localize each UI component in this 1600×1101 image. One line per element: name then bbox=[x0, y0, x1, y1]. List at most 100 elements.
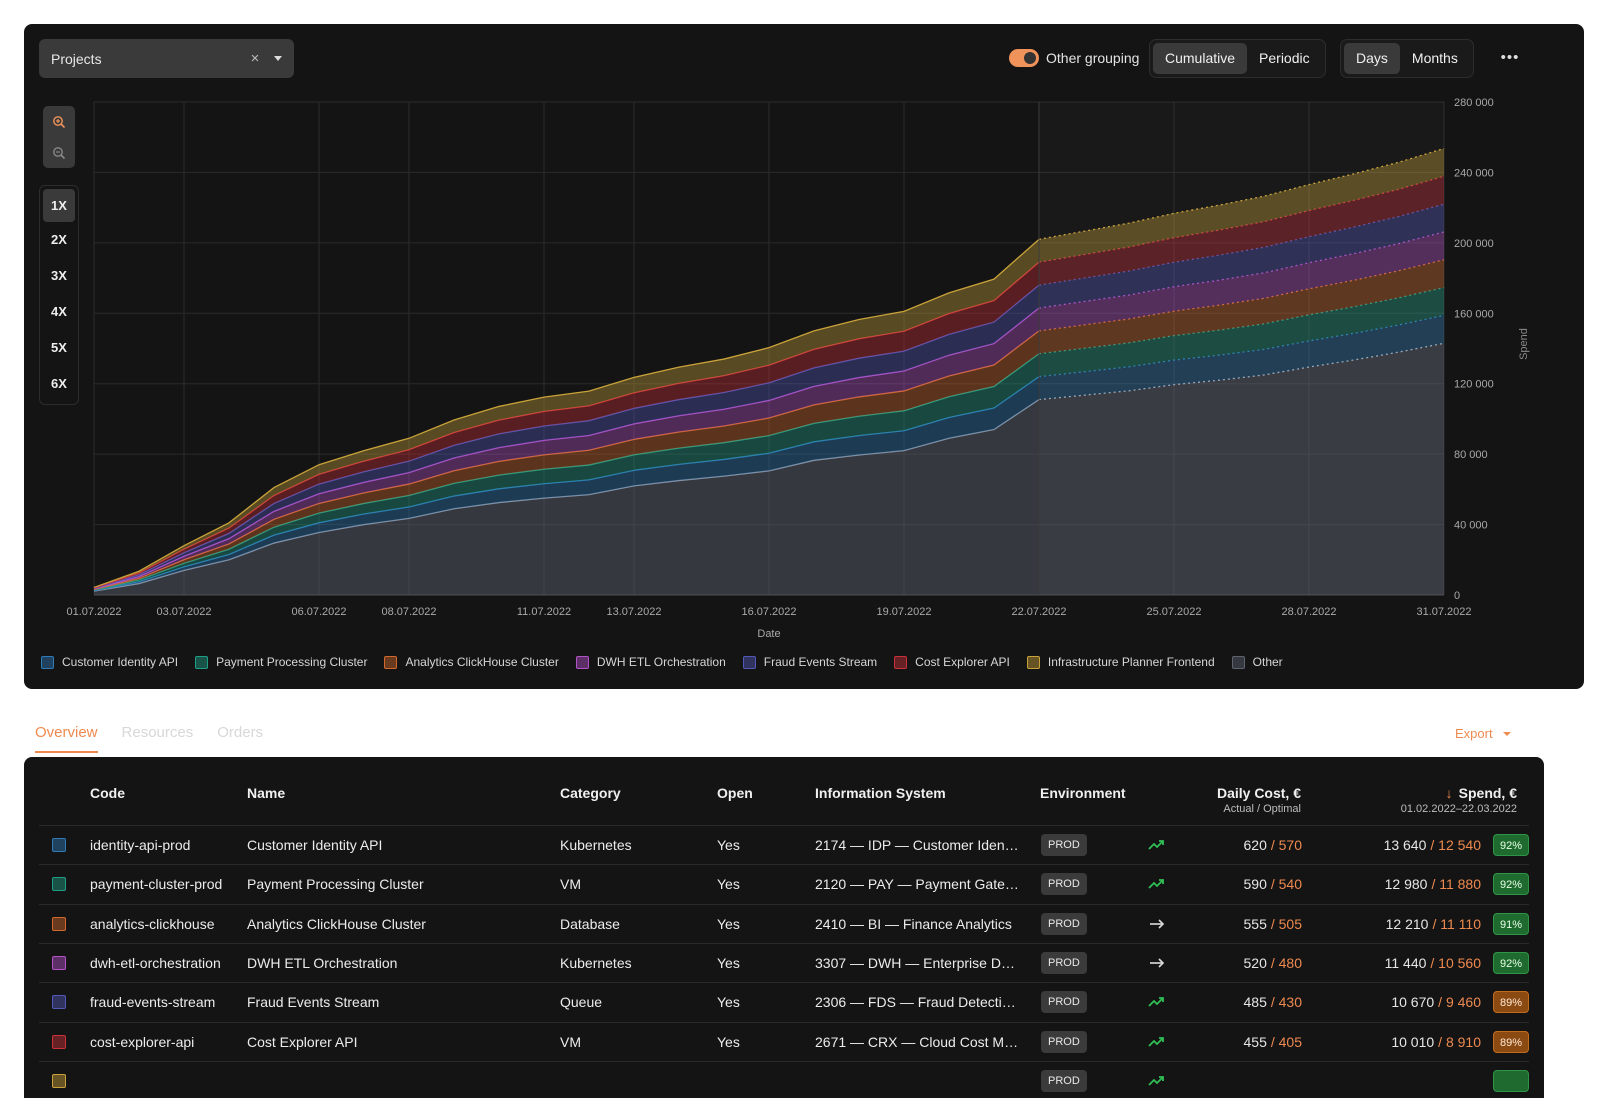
resources-table: Code Name Category Open Information Syst… bbox=[24, 757, 1544, 1098]
legend-label: Payment Processing Cluster bbox=[216, 655, 368, 669]
legend-item[interactable]: Cost Explorer API bbox=[894, 655, 1010, 669]
header-spend-period: 01.02.2022–22.03.2022 bbox=[1400, 803, 1517, 815]
spend-area-chart[interactable]: 01.07.2022 03.07.2022 06.07.2022 08.07.2022… bbox=[24, 24, 1584, 649]
area-other[interactable] bbox=[94, 343, 1444, 595]
daily-cost-actual: 455 bbox=[1243, 1033, 1267, 1050]
header-daily-cost[interactable]: Daily Cost, € bbox=[1216, 785, 1301, 801]
scale-2x-button[interactable]: 2X bbox=[51, 232, 67, 247]
zoom-out-button[interactable] bbox=[43, 137, 75, 168]
toggle-switch[interactable] bbox=[1009, 49, 1039, 67]
clear-icon[interactable]: × bbox=[250, 50, 260, 67]
header-information-system[interactable]: Information System bbox=[815, 785, 946, 801]
resource-name: Fraud Events Stream bbox=[247, 994, 380, 1011]
periodic-button[interactable]: Periodic bbox=[1259, 50, 1310, 66]
resource-code: payment-cluster-prod bbox=[90, 876, 223, 893]
other-grouping-toggle[interactable]: Other grouping bbox=[1009, 49, 1139, 67]
table-row[interactable]: payment-cluster-prod Payment Processing C… bbox=[39, 864, 1529, 904]
scale-1x-button[interactable]: 1X bbox=[43, 189, 75, 222]
resource-code: fraud-events-stream bbox=[90, 994, 216, 1011]
table-row[interactable]: identity-api-prod Customer Identity API Ku… bbox=[39, 825, 1529, 865]
daily-cost: 590/ 540 bbox=[1244, 865, 1303, 904]
legend-item[interactable]: DWH ETL Orchestration bbox=[575, 655, 726, 669]
chevron-down-icon[interactable] bbox=[274, 56, 282, 61]
table-row[interactable]: analytics-clickhouse Analytics ClickHouse… bbox=[39, 903, 1529, 944]
table-row[interactable]: fraud-events-stream Fraud Events Stream Qu… bbox=[39, 982, 1529, 1022]
resource-name: Customer Identity API bbox=[247, 837, 383, 853]
chevron-down-icon bbox=[1502, 731, 1511, 736]
table-row[interactable]: dwh-etl-orchestration DWH ETL Orchestrati… bbox=[39, 942, 1529, 983]
days-button[interactable]: Days bbox=[1344, 43, 1400, 74]
legend-item[interactable]: Infrastructure Planner Frontend bbox=[1026, 655, 1215, 669]
line-infrastructure-planner-frontend bbox=[93, 238, 1040, 589]
resource-open: Yes bbox=[717, 994, 740, 1011]
cumulative-button[interactable]: Cumulative bbox=[1153, 43, 1248, 74]
area-dwh-etl-orchestration[interactable] bbox=[94, 231, 1444, 590]
daily-cost: 620/ 570 bbox=[1244, 826, 1303, 865]
header-open[interactable]: Open bbox=[717, 785, 753, 801]
header-environment[interactable]: Environment bbox=[1040, 785, 1126, 801]
information-system: 2671 — CRX — Cloud Cost Management bbox=[815, 1033, 1020, 1050]
legend-item[interactable]: Analytics ClickHouse Cluster bbox=[384, 655, 559, 669]
forecast-region bbox=[1039, 102, 1444, 595]
daily-cost-optimal: / 480 bbox=[1270, 954, 1302, 971]
resource-category bbox=[560, 1062, 700, 1101]
months-button[interactable]: Months bbox=[1411, 50, 1458, 66]
daily-cost-actual: 590 bbox=[1243, 876, 1267, 893]
y-tick-label: 280 000 bbox=[1454, 97, 1494, 109]
resource-category: Queue bbox=[560, 994, 603, 1011]
daily-cost-optimal: / 405 bbox=[1270, 1033, 1302, 1050]
tab-overview[interactable]: Overview bbox=[35, 724, 98, 753]
header-spend[interactable]: ↓ Spend, € bbox=[1446, 785, 1517, 801]
x-tick-label: 22.07.2022 bbox=[1011, 606, 1066, 618]
line-fraud-events-stream bbox=[93, 284, 1040, 590]
area-customer-identity-api[interactable] bbox=[94, 315, 1444, 592]
legend-item[interactable]: Customer Identity API bbox=[41, 655, 178, 669]
more-options-icon[interactable]: ••• bbox=[1500, 49, 1520, 66]
spend-actual: 10 010 bbox=[1391, 1033, 1435, 1050]
export-button[interactable]: Export bbox=[1455, 726, 1511, 741]
area-analytics-clickhouse-cluster[interactable] bbox=[94, 259, 1444, 591]
information-system: 3307 — DWH — Enterprise Data Warehouse bbox=[815, 954, 1020, 971]
chart-panel: Projects × Other grouping Cumulative Per… bbox=[24, 24, 1584, 689]
zoom-in-button[interactable] bbox=[43, 106, 75, 137]
other-grouping-label: Other grouping bbox=[1046, 50, 1140, 66]
tab-resources[interactable]: Resources bbox=[121, 724, 194, 741]
spend: 10 010/ 8 910 bbox=[1391, 1023, 1481, 1062]
legend-item[interactable]: Other bbox=[1231, 655, 1283, 669]
line-payment-processing-cluster bbox=[93, 353, 1040, 591]
resource-name: Cost Explorer API bbox=[247, 1033, 358, 1050]
spend bbox=[1477, 1062, 1481, 1101]
x-tick-label: 31.07.2022 bbox=[1416, 606, 1471, 618]
header-category[interactable]: Category bbox=[560, 785, 621, 801]
scale-5x-button[interactable]: 5X bbox=[51, 340, 67, 355]
resource-open bbox=[717, 1062, 797, 1101]
daily-cost-actual: 520 bbox=[1243, 954, 1267, 971]
scale-6x-button[interactable]: 6X bbox=[51, 376, 67, 391]
trend-up-icon bbox=[1148, 1036, 1164, 1047]
x-tick-label: 08.07.2022 bbox=[381, 606, 436, 618]
scale-4x-button[interactable]: 4X bbox=[51, 304, 67, 319]
legend-item[interactable]: Fraud Events Stream bbox=[742, 655, 877, 669]
legend-item[interactable]: Payment Processing Cluster bbox=[195, 655, 367, 669]
area-cost-explorer-api[interactable] bbox=[94, 176, 1444, 589]
resource-open: Yes bbox=[717, 1033, 740, 1050]
legend-label: Customer Identity API bbox=[62, 655, 179, 669]
header-name[interactable]: Name bbox=[247, 785, 286, 801]
information-system: 2174 — IDP — Customer Identity Platform bbox=[815, 837, 1020, 853]
x-tick-label: 28.07.2022 bbox=[1281, 606, 1336, 618]
resource-open: Yes bbox=[717, 876, 740, 893]
area-infrastructure-planner-frontend[interactable] bbox=[94, 148, 1444, 588]
table-row[interactable]: cost-explorer-api Cost Explorer API VM Yes 2… bbox=[39, 1021, 1529, 1062]
environment-badge: PROD bbox=[1041, 991, 1087, 1014]
header-code[interactable]: Code bbox=[90, 785, 125, 801]
daily-cost-optimal: / 430 bbox=[1270, 994, 1302, 1011]
tab-orders[interactable]: Orders bbox=[217, 724, 264, 741]
legend-label: Cost Explorer API bbox=[915, 655, 1010, 669]
scale-3x-button[interactable]: 3X bbox=[51, 268, 67, 283]
area-payment-processing-cluster[interactable] bbox=[94, 287, 1444, 591]
toggle-knob bbox=[1024, 52, 1036, 64]
export-label: Export bbox=[1455, 726, 1493, 741]
area-fraud-events-stream[interactable] bbox=[94, 204, 1444, 590]
projects-filter[interactable]: Projects × bbox=[39, 39, 294, 78]
table-row[interactable]: PROD bbox=[39, 1060, 1529, 1101]
